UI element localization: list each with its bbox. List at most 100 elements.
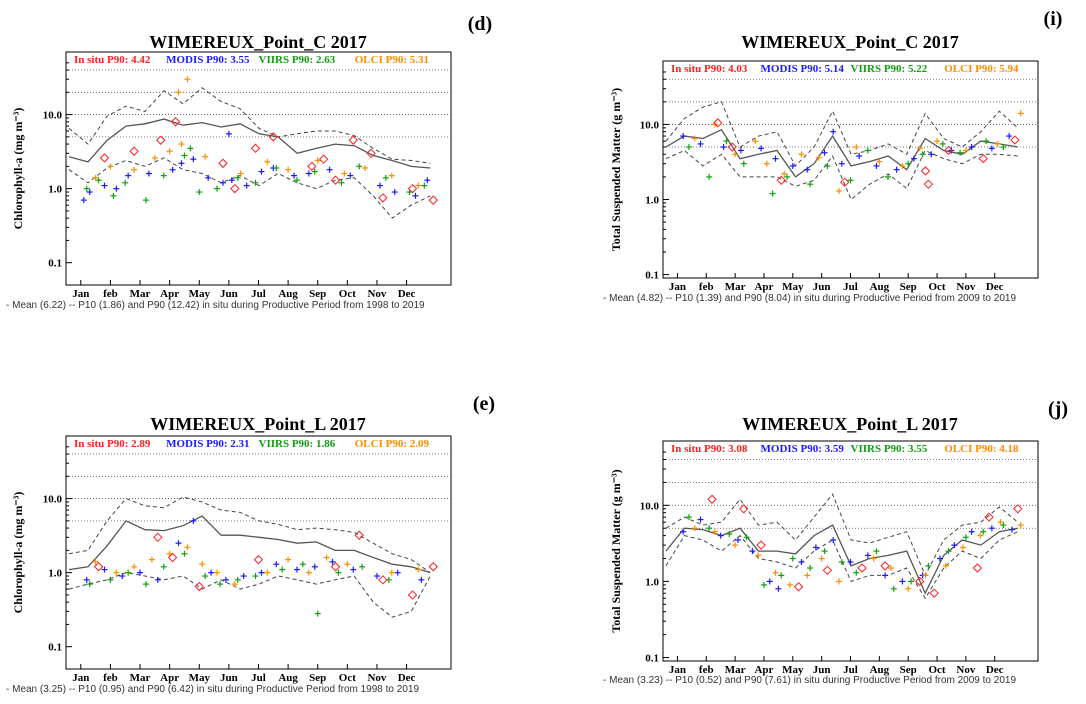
- x-tick-label: Sep: [309, 672, 326, 684]
- modis-point: [873, 162, 880, 169]
- panel-letter: (j): [1048, 398, 1068, 420]
- insitu-point: [428, 195, 438, 205]
- olci-point: [835, 187, 842, 194]
- modis-point: [175, 540, 182, 547]
- viirs-point: [187, 145, 194, 152]
- modis-point: [137, 569, 144, 576]
- modis-point: [329, 558, 336, 565]
- insitu-point: [407, 590, 418, 600]
- modis-point: [154, 576, 161, 583]
- p90-line: [68, 87, 431, 164]
- x-tick-label: May: [189, 288, 211, 300]
- olci-point: [763, 160, 770, 167]
- insitu-point: [739, 504, 749, 514]
- olci-point: [755, 552, 762, 559]
- p10-line: [665, 149, 1018, 201]
- olci-point: [798, 151, 805, 158]
- insitu-point: [330, 175, 341, 185]
- x-tick-label: Dec: [986, 664, 1004, 676]
- insitu-point: [920, 166, 931, 176]
- x-tick-label: Dec: [398, 288, 416, 300]
- modis-point: [988, 525, 995, 532]
- olci-point: [804, 572, 811, 579]
- insitu-point: [218, 158, 228, 168]
- modis-point: [697, 140, 704, 147]
- olci-point: [876, 158, 883, 165]
- chart-title: WIMEREUX_Point_C 2017: [741, 32, 959, 52]
- modis-point: [225, 130, 232, 137]
- olci-point: [994, 140, 1001, 147]
- insitu-point: [707, 494, 717, 504]
- olci-point: [131, 563, 138, 570]
- viirs-point: [885, 173, 891, 180]
- y-tick-label: 0.1: [645, 653, 659, 665]
- modis-point: [948, 147, 955, 154]
- insitu-point: [840, 177, 850, 187]
- x-tick-label: May: [782, 664, 804, 676]
- olci-point: [899, 162, 906, 169]
- plot-frame: [662, 440, 1039, 662]
- olci-point: [166, 148, 173, 155]
- viirs-point: [335, 569, 342, 576]
- insitu-point: [822, 565, 833, 576]
- olci-point: [977, 532, 984, 539]
- stat-label: In situ P90: 4.42: [74, 54, 151, 66]
- olci-point: [178, 141, 185, 148]
- modis-point: [968, 528, 975, 535]
- p90-line: [665, 101, 1019, 167]
- modis-point: [258, 569, 265, 576]
- modis-point: [178, 160, 185, 167]
- stat-label: OLCI P90: 2.09: [355, 438, 430, 450]
- insitu-point: [194, 581, 204, 592]
- viirs-point: [217, 581, 223, 588]
- x-tick-label: Apr: [754, 664, 773, 676]
- x-tick-label: Jul: [843, 281, 858, 293]
- olci-point: [305, 569, 312, 576]
- insitu-point: [170, 117, 181, 127]
- modis-point: [680, 528, 687, 535]
- footnote: - Mean (3.23) -- P10 (0.52) and P90 (7.6…: [603, 675, 1016, 686]
- modis-point: [258, 168, 265, 175]
- modis-point: [772, 155, 779, 162]
- viirs-point: [726, 530, 733, 537]
- x-tick-label: Dec: [986, 281, 1004, 293]
- olci-point: [786, 581, 793, 588]
- modis-point: [412, 192, 419, 199]
- viirs-point: [382, 174, 389, 181]
- y-axis-label: Chlorophyll-a (mg m⁻³): [11, 108, 25, 230]
- viirs-point: [864, 147, 871, 154]
- viirs-point: [838, 558, 845, 565]
- modis-point: [720, 144, 727, 151]
- viirs-point: [778, 572, 785, 579]
- modis-point: [376, 182, 383, 189]
- viirs-point: [338, 179, 345, 186]
- olci-point: [323, 554, 330, 561]
- modis-point: [101, 566, 108, 573]
- stat-label: In situ P90: 3.08: [671, 443, 748, 455]
- modis-point: [798, 558, 805, 565]
- x-tick-label: Jan: [72, 672, 89, 684]
- viirs-point: [919, 151, 926, 158]
- olci-point: [314, 157, 321, 164]
- x-tick-label: Mar: [130, 288, 151, 300]
- p10-line: [68, 157, 431, 219]
- modis-point: [735, 537, 741, 544]
- modis-point: [893, 166, 900, 173]
- mean-line: [665, 524, 1018, 595]
- insitu-point: [793, 582, 804, 592]
- olci-point: [344, 561, 351, 568]
- modis-point: [208, 569, 215, 576]
- x-tick-label: Apr: [160, 672, 179, 684]
- x-tick-label: Sep: [900, 281, 917, 293]
- viirs-point: [252, 179, 259, 186]
- olci-point: [362, 165, 369, 172]
- olci-point: [148, 556, 155, 563]
- x-tick-label: feb: [103, 288, 118, 300]
- p10-line: [665, 531, 1019, 600]
- modis-point: [951, 542, 958, 549]
- insitu-point: [330, 562, 341, 572]
- y-tick-label: 10.0: [640, 500, 660, 512]
- y-tick-label: 1.0: [645, 576, 659, 588]
- x-tick-label: Jun: [220, 672, 238, 684]
- viirs-point: [723, 138, 730, 145]
